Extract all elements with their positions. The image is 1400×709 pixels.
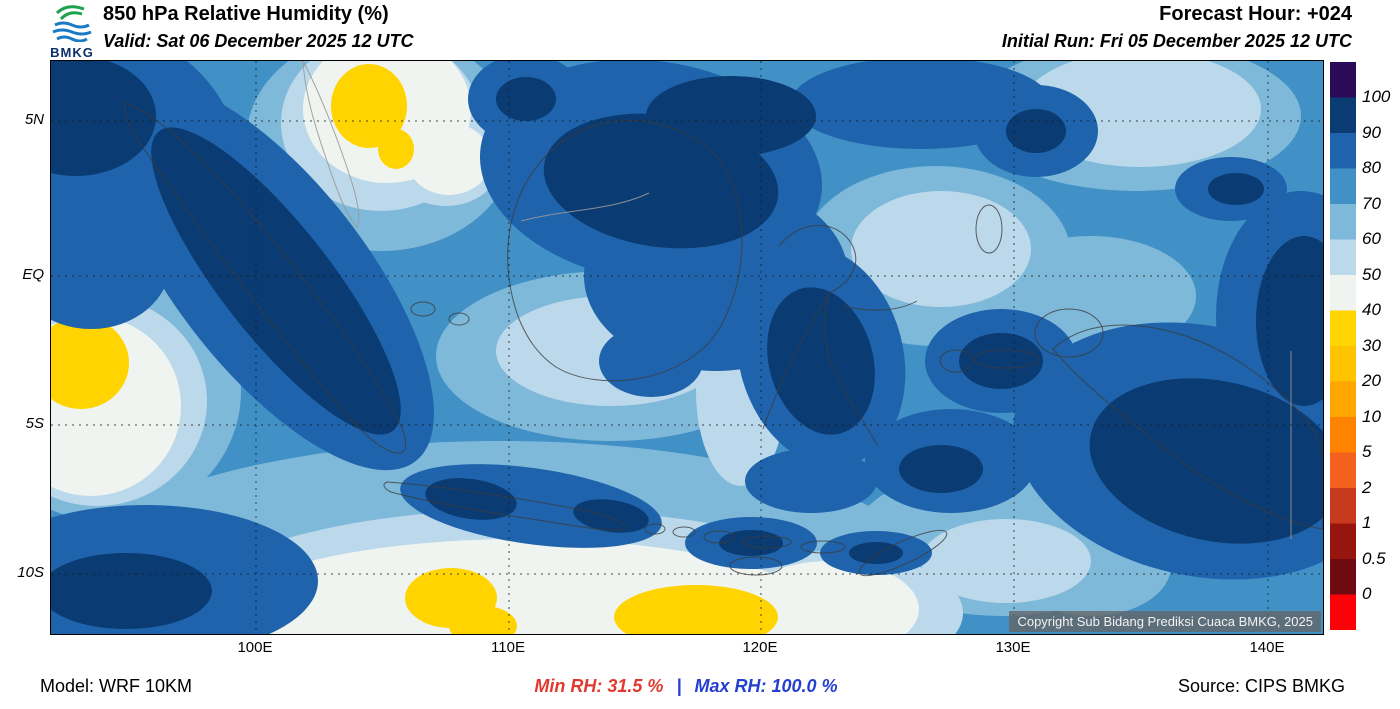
colorbar-tick-10: 10 bbox=[1362, 407, 1381, 426]
colorbar-tick-60: 60 bbox=[1362, 229, 1381, 248]
colorbar-tick-50: 50 bbox=[1362, 265, 1381, 284]
colorbar-tick-1: 1 bbox=[1362, 513, 1372, 532]
x-tick-130e: 130E bbox=[995, 639, 1031, 656]
colorbar-tick-5: 5 bbox=[1362, 442, 1372, 461]
colorbar-tick-30: 30 bbox=[1362, 336, 1381, 355]
colorbar-tick-90: 90 bbox=[1362, 123, 1381, 142]
x-tick-140e: 140E bbox=[1249, 639, 1285, 656]
min-rh-label: Min RH: 31.5 % bbox=[534, 676, 664, 696]
country-borders bbox=[302, 61, 1292, 539]
humidity-field bbox=[51, 61, 1323, 634]
forecast-hour-label: Forecast Hour: +024 bbox=[1159, 3, 1352, 25]
initial-run-label: Initial Run: Fri 05 December 2025 12 UTC bbox=[1001, 31, 1352, 51]
model-label: Model: WRF 10KM bbox=[40, 676, 193, 696]
copyright-badge: Copyright Sub Bidang Prediksi Cuaca BMKG… bbox=[1009, 611, 1321, 632]
colorbar bbox=[1330, 62, 1356, 630]
colorbar-tick-70: 70 bbox=[1362, 194, 1381, 213]
bmkg-logo: BMKG bbox=[44, 2, 100, 60]
x-tick-120e: 120E bbox=[742, 639, 778, 656]
valid-time-label: Valid: Sat 06 December 2025 12 UTC bbox=[103, 31, 414, 51]
colorbar-tick-20: 20 bbox=[1362, 371, 1381, 390]
colorbar-tick-100: 100 bbox=[1362, 87, 1391, 106]
colorbar-tick-80: 80 bbox=[1362, 158, 1381, 177]
max-rh-label: Max RH: 100.0 % bbox=[694, 676, 838, 696]
x-tick-100e: 100E bbox=[237, 639, 273, 656]
y-tick-5n: 5N bbox=[24, 111, 44, 128]
bmkg-logo-label: BMKG bbox=[50, 45, 94, 60]
y-tick-eq: EQ bbox=[22, 266, 44, 283]
colorbar-tick-40: 40 bbox=[1362, 300, 1381, 319]
gridlines bbox=[51, 61, 1323, 634]
colorbar-tick-0: 0 bbox=[1362, 584, 1372, 603]
y-tick-5s: 5S bbox=[25, 415, 44, 432]
humidity-map: Copyright Sub Bidang Prediksi Cuaca BMKG… bbox=[50, 60, 1324, 635]
rh-30-40-region bbox=[51, 64, 778, 634]
colorbar-tick-2: 2 bbox=[1362, 478, 1372, 497]
x-tick-110e: 110E bbox=[491, 639, 525, 656]
bmkg-logo-icon bbox=[52, 5, 92, 43]
source-label: Source: CIPS BMKG bbox=[1177, 676, 1345, 696]
y-tick-10s: 10S bbox=[17, 564, 44, 581]
min-max-rh: Min RH: 31.5 % | Max RH: 100.0 % bbox=[50, 676, 1322, 697]
colorbar-tick-0-5: 0.5 bbox=[1362, 549, 1386, 568]
min-max-divider: | bbox=[676, 676, 682, 696]
coastlines bbox=[124, 102, 1323, 577]
page-title: 850 hPa Relative Humidity (%) bbox=[103, 3, 389, 25]
